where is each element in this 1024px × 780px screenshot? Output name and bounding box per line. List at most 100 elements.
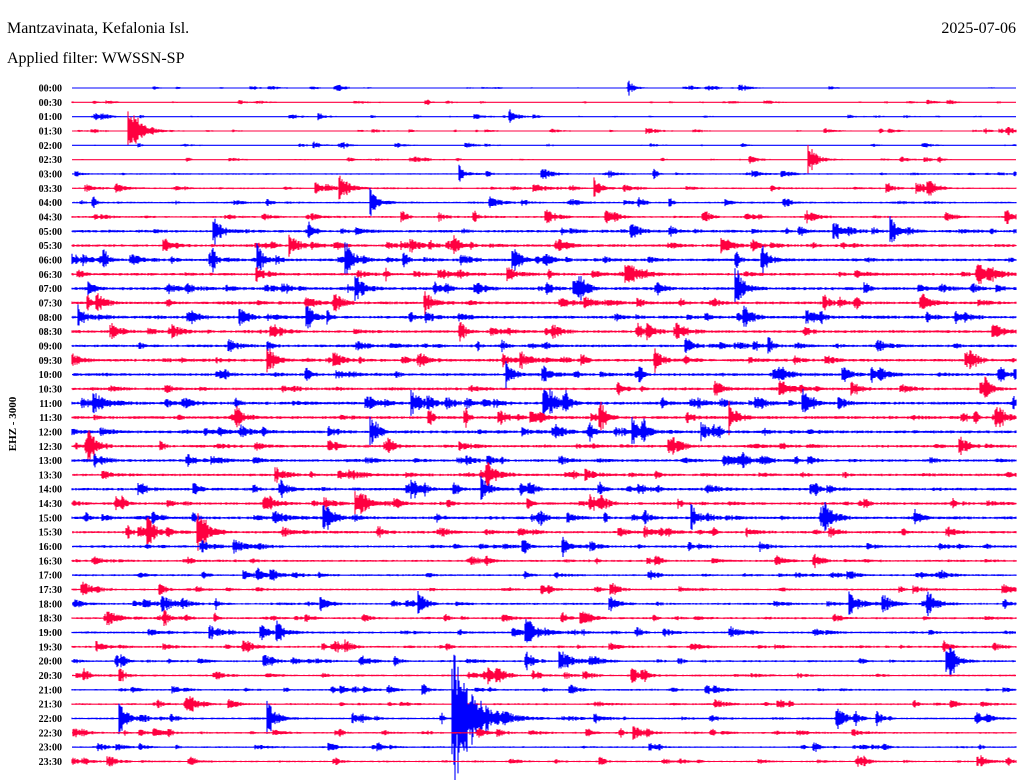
trace-row-0930: [71, 348, 1017, 373]
trace-row-0630: [71, 264, 1017, 284]
row-time-label: 15:00: [39, 513, 62, 524]
row-time-label: 21:30: [39, 700, 62, 711]
row-time-label: 05:30: [39, 241, 62, 252]
trace-row-1000: [72, 361, 1017, 389]
trace-row-0730: [71, 291, 1017, 315]
filter-label: Applied filter: WWSSN-SP: [7, 50, 185, 67]
row-time-label: 06:30: [39, 270, 62, 281]
row-time-label: 08:00: [39, 313, 62, 324]
row-time-label: 16:00: [39, 542, 62, 553]
row-time-label: 00:00: [39, 84, 62, 95]
trace-row-1300: [71, 452, 1017, 469]
trace-row-0430: [71, 209, 1017, 224]
row-time-label: 12:00: [39, 427, 62, 438]
trace-row-0800: [71, 304, 1017, 329]
row-time-label: 11:30: [39, 413, 62, 424]
row-time-label: 12:30: [39, 442, 62, 453]
row-time-label: 23:00: [39, 743, 62, 754]
row-time-label: 09:00: [39, 341, 62, 352]
trace-row-1830: [71, 610, 1017, 626]
trace-row-1700: [72, 567, 1017, 581]
trace-row-0600: [71, 242, 1017, 279]
row-time-label: 04:00: [39, 198, 62, 209]
row-time-label: 01:30: [39, 126, 62, 137]
trace-row-2230: [72, 726, 1017, 740]
date-label: 2025-07-06: [941, 20, 1016, 37]
trace-row-1630: [71, 553, 1017, 569]
trace-row-0900: [71, 337, 1017, 354]
trace-row-0000: [72, 80, 1016, 96]
row-time-label: 10:00: [39, 370, 62, 381]
row-time-label: 04:30: [39, 212, 62, 223]
trace-row-1530: [72, 513, 1017, 551]
trace-row-2330: [71, 755, 1017, 767]
row-time-label: 20:00: [39, 657, 62, 668]
row-time-label: 13:00: [39, 456, 62, 467]
trace-row-0700: [71, 268, 1017, 302]
trace-row-2000: [71, 647, 1016, 676]
row-time-label: 22:30: [39, 728, 62, 739]
row-time-label: 15:30: [39, 528, 62, 539]
row-time-label: 17:00: [39, 571, 62, 582]
trace-row-1600: [72, 536, 1017, 557]
row-time-label: 02:00: [39, 141, 62, 152]
row-time-label: 13:30: [39, 470, 62, 481]
row-time-label: 10:30: [39, 384, 62, 395]
row-time-label: 05:00: [39, 227, 62, 238]
row-time-label: 08:30: [39, 327, 62, 338]
row-time-label: 01:00: [39, 112, 62, 123]
trace-row-0830: [71, 322, 1017, 342]
trace-row-1400: [71, 476, 1017, 500]
row-time-label: 18:30: [39, 614, 62, 625]
trace-row-2130: [71, 696, 1017, 712]
trace-row-1430: [71, 491, 1017, 515]
trace-row-0130: [72, 111, 1017, 145]
trace-row-1330: [72, 462, 1017, 489]
station-title: Mantzavinata, Kefalonia Isl.: [7, 20, 190, 37]
row-time-label: 21:00: [39, 685, 62, 696]
row-time-label: 20:30: [39, 671, 62, 682]
row-time-label: 14:30: [39, 499, 62, 510]
trace-row-1100: [71, 388, 1017, 417]
row-time-label: 17:30: [39, 585, 62, 596]
row-time-label: 06:00: [39, 255, 62, 266]
trace-row-2100: [71, 684, 1017, 695]
row-time-label: 19:00: [39, 628, 62, 639]
trace-row-2300: [72, 742, 1017, 752]
trace-row-1900: [71, 619, 1016, 643]
trace-row-0400: [72, 188, 1017, 216]
trace-row-0230: [72, 145, 1016, 174]
row-time-label: 23:30: [39, 757, 62, 768]
row-time-label: 22:00: [39, 714, 62, 725]
row-time-label: 00:30: [39, 98, 62, 109]
row-time-label: 18:00: [39, 599, 62, 610]
trace-row-2030: [72, 667, 1016, 685]
trace-row-1500: [71, 502, 1017, 531]
row-time-label: 07:00: [39, 284, 62, 295]
trace-row-1230: [71, 430, 1017, 460]
trace-row-1730: [71, 581, 1017, 596]
trace-row-0300: [72, 164, 1017, 182]
trace-row-1200: [71, 416, 1017, 446]
trace-row-1130: [71, 401, 1017, 436]
row-time-label: 09:30: [39, 356, 62, 367]
trace-row-0500: [71, 216, 1017, 245]
row-time-label: 07:30: [39, 298, 62, 309]
row-time-label: 03:00: [39, 169, 62, 180]
row-time-label: 03:30: [39, 184, 62, 195]
trace-row-0330: [72, 175, 1017, 200]
row-time-label: 19:30: [39, 642, 62, 653]
row-time-label: 16:30: [39, 556, 62, 567]
trace-row-1930: [71, 639, 1017, 653]
trace-row-0030: [71, 99, 1016, 105]
trace-row-0200: [72, 141, 1017, 149]
row-time-label: 11:00: [39, 399, 62, 410]
row-time-label: 02:30: [39, 155, 62, 166]
row-time-label: 14:00: [39, 485, 62, 496]
trace-row-0100: [72, 109, 1016, 123]
trace-row-2200: [71, 654, 1017, 780]
trace-row-0530: [71, 234, 1017, 257]
trace-row-1030: [71, 376, 1017, 398]
trace-row-1800: [72, 591, 1017, 617]
